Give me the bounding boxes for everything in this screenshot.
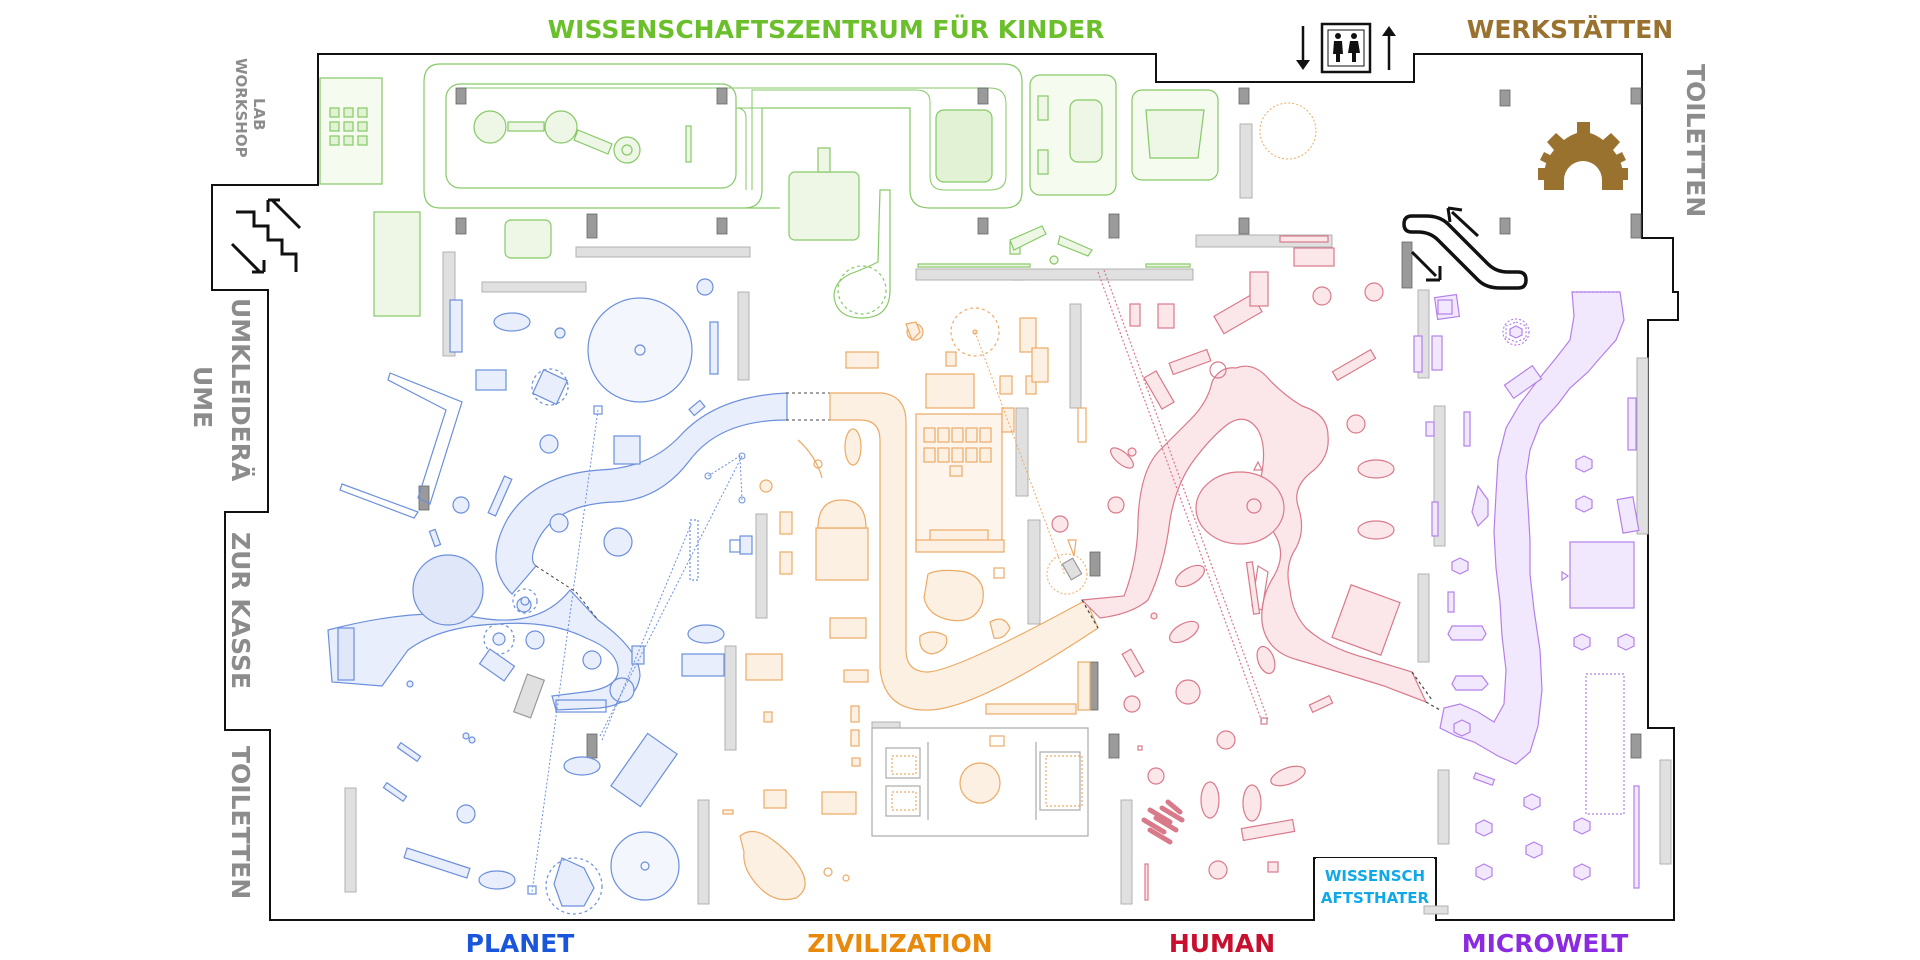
escalator-icon [1402, 206, 1528, 290]
human-zone-exhibits [1051, 235, 1428, 901]
planet-paths [531, 392, 830, 893]
zivilization-zone-exhibits [722, 307, 1099, 901]
building-outline [211, 53, 1679, 921]
gear-icon [1538, 122, 1628, 190]
zivilization-paths [974, 331, 1088, 595]
stairs-icon [230, 198, 302, 274]
planet-zone-exhibits [327, 278, 788, 915]
lab-label: LAB [250, 98, 268, 131]
cashier-label: ZUR KASSE [226, 532, 255, 689]
changing-rooms-label-1: UMKLEIDERÄ [226, 298, 256, 482]
science-theater-label-1: WISSENSCH [1325, 867, 1425, 885]
building-columns [418, 87, 1642, 759]
workshops-label: WERKSTÄTTEN [1467, 14, 1673, 44]
elevator-icon [1296, 22, 1396, 74]
science-theater-label-2: AFTSTHATER [1321, 889, 1430, 907]
zone-label-microwelt: MICROWELT [1462, 929, 1629, 958]
zone-label-planet: PLANET [466, 929, 575, 958]
kids-center-area [319, 63, 1219, 319]
kids-center-label: WISSENSCHAFTSZENTRUM FÜR KINDER [548, 14, 1105, 44]
human-paths [1081, 269, 1441, 725]
zone-label-human: HUMAN [1169, 929, 1275, 958]
microwelt-zone-exhibits [1413, 291, 1640, 889]
facility-structures [344, 123, 1672, 915]
kids-center-round-exhibit [1259, 102, 1317, 160]
workshop-label: WORKSHOP [232, 58, 250, 158]
changing-rooms-label-2: UME [188, 366, 217, 428]
left-toilets-label: TOILETTEN [226, 746, 255, 899]
right-toilets-label: TOILETTEN [1681, 64, 1710, 217]
zone-label-zivilization: ZIVILIZATION [807, 929, 992, 958]
